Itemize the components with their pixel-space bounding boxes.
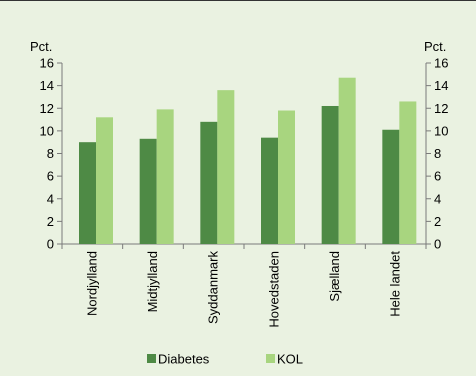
x-category-label: Syddanmark bbox=[206, 251, 221, 324]
x-category-label: Midtjylland bbox=[145, 251, 160, 312]
y-tick-label-left: 4 bbox=[47, 191, 54, 206]
bar-diabetes-0 bbox=[79, 142, 96, 244]
plot-area: 0 0 2 2 4 4 6 6 8 8 10 10 12 12 14 14 16 16 Nordjylland Mid… bbox=[40, 56, 449, 328]
y-tick-label-right: 2 bbox=[434, 214, 441, 229]
y-tick-label-right: 0 bbox=[434, 237, 441, 252]
legend-swatch-kol bbox=[266, 354, 275, 363]
bar-diabetes-2 bbox=[200, 121, 218, 244]
bar-diabetes-3 bbox=[261, 137, 278, 244]
y-tick-label-left: 14 bbox=[40, 78, 54, 93]
bar-diabetes-1 bbox=[139, 138, 157, 244]
bar-kol-4 bbox=[338, 77, 356, 244]
bar-kol-2 bbox=[217, 90, 235, 245]
y-tick-label-left: 12 bbox=[40, 101, 54, 116]
y-tick-label-right: 12 bbox=[434, 101, 448, 116]
legend-label-kol: KOL bbox=[277, 352, 303, 367]
y-tick-label-left: 8 bbox=[47, 146, 54, 161]
y-axis-left-unit-label: Pct. bbox=[30, 39, 52, 54]
x-category-label: Nordjylland bbox=[84, 251, 99, 316]
bar-kol-5 bbox=[399, 101, 417, 245]
y-tick-label-left: 10 bbox=[40, 123, 54, 138]
y-tick-label-left: 16 bbox=[40, 56, 54, 71]
y-tick-label-right: 8 bbox=[434, 146, 441, 161]
bar-kol-3 bbox=[278, 110, 295, 244]
legend-label-diabetes: Diabetes bbox=[158, 352, 210, 367]
bar-kol-1 bbox=[156, 109, 174, 244]
bar-diabetes-4 bbox=[321, 105, 339, 244]
y-axis-right-unit-label: Pct. bbox=[424, 39, 446, 54]
y-tick-label-right: 14 bbox=[434, 78, 448, 93]
y-tick-label-left: 2 bbox=[47, 214, 54, 229]
y-tick-label-left: 0 bbox=[47, 237, 54, 252]
y-tick-label-right: 16 bbox=[434, 56, 448, 71]
legend-swatch-diabetes bbox=[147, 354, 156, 363]
x-category-label: Sjælland bbox=[327, 251, 342, 302]
y-tick-label-right: 6 bbox=[434, 169, 441, 184]
bar-kol-0 bbox=[96, 117, 113, 244]
x-category-label: Hovedstaden bbox=[266, 251, 281, 328]
y-tick-label-right: 10 bbox=[434, 123, 448, 138]
bar-diabetes-5 bbox=[382, 129, 400, 244]
legend: Diabetes KOL bbox=[147, 352, 303, 367]
y-tick-label-right: 4 bbox=[434, 191, 441, 206]
x-category-label: Hele landet bbox=[388, 251, 403, 317]
y-tick-label-left: 6 bbox=[47, 169, 54, 184]
